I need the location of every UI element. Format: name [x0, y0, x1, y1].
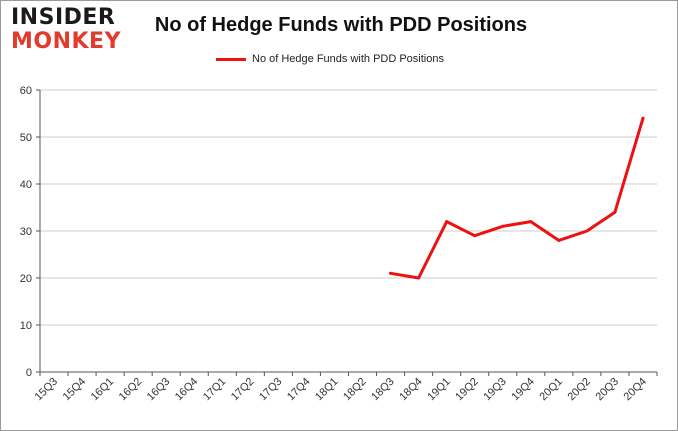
x-tick-label: 16Q3 — [145, 376, 173, 404]
data-point — [529, 220, 533, 224]
data-point — [641, 116, 645, 120]
data-point — [389, 271, 393, 275]
legend-label: No of Hedge Funds with PDD Positions — [252, 53, 444, 65]
data-point — [585, 229, 589, 233]
x-tick-label: 19Q3 — [481, 376, 509, 404]
x-tick-label: 17Q4 — [285, 376, 313, 404]
x-tick-label: 17Q2 — [229, 376, 257, 404]
legend-swatch — [216, 57, 246, 61]
chart-title: No of Hedge Funds with PDD Positions — [154, 14, 528, 36]
x-tick-label: 17Q1 — [201, 376, 229, 404]
data-point — [417, 276, 421, 280]
x-tick-label: 15Q4 — [61, 376, 89, 404]
x-tick-label: 16Q2 — [117, 376, 145, 404]
x-tick-label: 18Q1 — [313, 376, 341, 404]
x-tick-label: 20Q2 — [565, 376, 593, 404]
x-tick-label: 16Q1 — [89, 376, 117, 404]
insider-monkey-logo: INSIDER MONKEY — [11, 7, 127, 55]
y-tick-label: 30 — [20, 226, 32, 238]
logo-text-top: INSIDER — [11, 5, 116, 30]
y-tick-label: 50 — [20, 132, 32, 144]
data-point — [613, 210, 617, 214]
y-tick-label: 10 — [20, 320, 32, 332]
data-point — [445, 220, 449, 224]
x-tick-label: 16Q4 — [173, 376, 201, 404]
y-tick-label: 40 — [20, 179, 32, 191]
x-tick-label: 15Q3 — [33, 376, 61, 404]
data-point — [557, 238, 561, 242]
data-point — [473, 234, 477, 238]
logo-text-bottom: MONKEY — [11, 29, 122, 54]
series-line — [389, 116, 645, 280]
x-tick-label: 20Q3 — [594, 376, 622, 404]
x-tick-label: 19Q4 — [509, 376, 537, 404]
x-tick-label: 17Q3 — [257, 376, 285, 404]
x-tick-label: 18Q2 — [341, 376, 369, 404]
x-tick-label: 19Q2 — [453, 376, 481, 404]
x-tick-label: 20Q1 — [537, 376, 565, 404]
chart-legend: No of Hedge Funds with PDD Positions — [216, 53, 444, 65]
y-tick-label: 20 — [20, 273, 32, 285]
data-point — [501, 224, 505, 228]
x-tick-label: 18Q3 — [369, 376, 397, 404]
x-tick-label: 20Q4 — [622, 376, 650, 404]
y-tick-label: 0 — [26, 367, 32, 379]
y-tick-label: 60 — [20, 85, 32, 97]
x-tick-label: 19Q1 — [425, 376, 453, 404]
x-tick-label: 18Q4 — [397, 376, 425, 404]
